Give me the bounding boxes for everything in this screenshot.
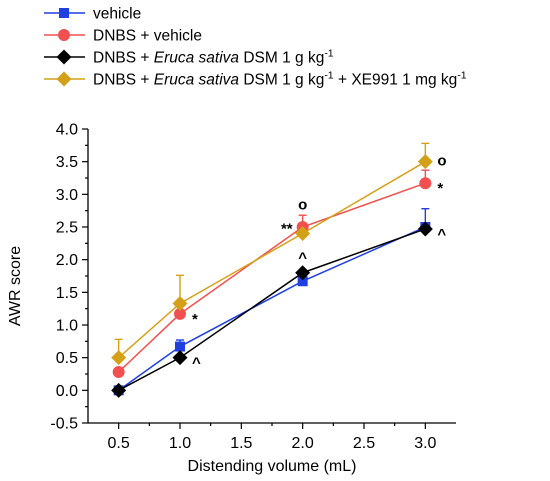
y-tick-label: 0.0 <box>56 383 78 400</box>
y-tick-label: 2.5 <box>56 220 78 237</box>
legend-marker <box>58 29 70 41</box>
series-2: ^ ^ ^ <box>111 221 446 398</box>
series-line <box>118 228 426 391</box>
legend-marker <box>56 71 72 87</box>
data-point <box>111 382 127 398</box>
significance-annotation: * <box>437 180 443 197</box>
significance-annotation: ^ <box>298 250 307 267</box>
data-point <box>419 177 432 190</box>
significance-annotation: o <box>298 197 307 214</box>
legend-label: DNBS + Eruca sativa DSM 1 g kg-1 + XE991… <box>93 70 467 89</box>
significance-annotation: ^ <box>437 226 446 243</box>
legend-label-part: DNBS + <box>93 72 154 89</box>
legend-label: DNBS + Eruca sativa DSM 1 g kg-1 <box>93 48 334 67</box>
legend-marker <box>56 49 72 65</box>
legend-label: DNBS + vehicle <box>93 28 202 45</box>
legend: vehicle DNBS + vehicle DNBS + Eruca sativa… <box>44 6 467 89</box>
data-point <box>172 295 188 311</box>
y-tick-label: 3.0 <box>56 187 78 204</box>
legend-item: DNBS + Eruca sativa DSM 1 g kg-1 + XE991… <box>44 70 467 89</box>
y-tick-label: 3.5 <box>56 154 78 171</box>
significance-annotation: * <box>192 311 198 328</box>
legend-label: vehicle <box>93 6 141 23</box>
legend-marker <box>59 8 69 18</box>
y-tick-label: 1.5 <box>56 285 78 302</box>
x-tick-label: 1.0 <box>169 435 191 452</box>
legend-label-part: -1 <box>457 70 466 82</box>
axes: -0.5 0.0 0.5 1.0 1.5 2.0 2.5 3.0 3.5 4.0 0.5 1.0 1.5… <box>50 122 456 452</box>
significance-annotation: ^ <box>192 355 201 372</box>
data-point <box>295 226 311 242</box>
y-tick-label: 0.5 <box>56 350 78 367</box>
data-point <box>417 221 433 237</box>
x-tick-label: 2.0 <box>292 435 314 452</box>
legend-label-part: vehicle <box>93 6 141 23</box>
x-tick-label: 0.5 <box>108 435 130 452</box>
x-tick-label: 2.5 <box>353 435 375 452</box>
series-line <box>118 182 426 373</box>
data-point <box>297 276 308 287</box>
legend-label-part: DNBS + <box>93 50 154 67</box>
x-axis-label: Distending volume (mL) <box>188 458 357 475</box>
data-point <box>174 307 186 320</box>
data-point <box>172 350 188 366</box>
y-tick-label: -0.5 <box>50 416 78 433</box>
legend-label-part: DSM 1 g kg <box>239 72 324 89</box>
significance-annotation: ** <box>281 221 293 238</box>
x-tick-label: 1.5 <box>230 435 252 452</box>
series-1: ** <box>112 169 443 379</box>
series-line <box>118 226 426 391</box>
data-point <box>112 366 125 379</box>
y-axis-label: AWR score <box>7 246 24 326</box>
legend-item: DNBS + vehicle <box>44 28 202 45</box>
legend-item: DNBS + Eruca sativa DSM 1 g kg-1 <box>44 48 334 67</box>
x-tick-label: 3.0 <box>414 435 436 452</box>
legend-label-part: DNBS + vehicle <box>93 28 202 45</box>
legend-label-part: DSM 1 g kg <box>239 50 324 67</box>
legend-label-part: + XE991 1 mg kg <box>334 72 458 89</box>
legend-label-part: -1 <box>324 48 333 60</box>
legend-label-part: Eruca sativa <box>154 50 240 67</box>
data-point <box>111 350 127 366</box>
data-point <box>295 265 311 281</box>
data-point <box>417 154 433 170</box>
series-3: **oo <box>111 142 447 366</box>
y-tick-label: 4.0 <box>56 122 78 139</box>
series-line <box>118 161 426 359</box>
legend-item: vehicle <box>44 6 141 23</box>
legend-label-part: -1 <box>324 70 333 82</box>
significance-annotation: o <box>437 153 446 170</box>
legend-label-part: Eruca sativa <box>154 72 240 89</box>
y-tick-label: 1.0 <box>56 318 78 335</box>
data-point <box>175 341 185 352</box>
y-tick-label: 2.0 <box>56 252 78 269</box>
series-layer: **^^^**oo <box>111 142 447 398</box>
